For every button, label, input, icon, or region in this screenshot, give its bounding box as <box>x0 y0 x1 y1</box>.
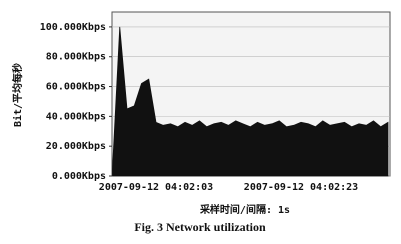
x-tick-label: 2007-09-12 04:02:03 <box>99 182 213 193</box>
caption: Fig. 3 Network utilization <box>134 220 266 234</box>
y-axis-label: Bit/平均每秒 <box>11 63 24 127</box>
y-tick-label: 60.000Kbps <box>46 82 106 93</box>
y-tick-label: 100.000Kbps <box>40 22 106 33</box>
area <box>112 26 389 177</box>
y-tick-label: 80.000Kbps <box>46 52 106 63</box>
x-axis-label: 采样时间/间隔: 1s <box>199 203 290 216</box>
y-tick-label: 40.000Kbps <box>46 111 106 122</box>
y-tick-label: 20.000Kbps <box>46 141 106 152</box>
x-tick-label: 2007-09-12 04:02:23 <box>244 182 358 193</box>
y-tick-label: 0.000Kbps <box>52 171 106 182</box>
